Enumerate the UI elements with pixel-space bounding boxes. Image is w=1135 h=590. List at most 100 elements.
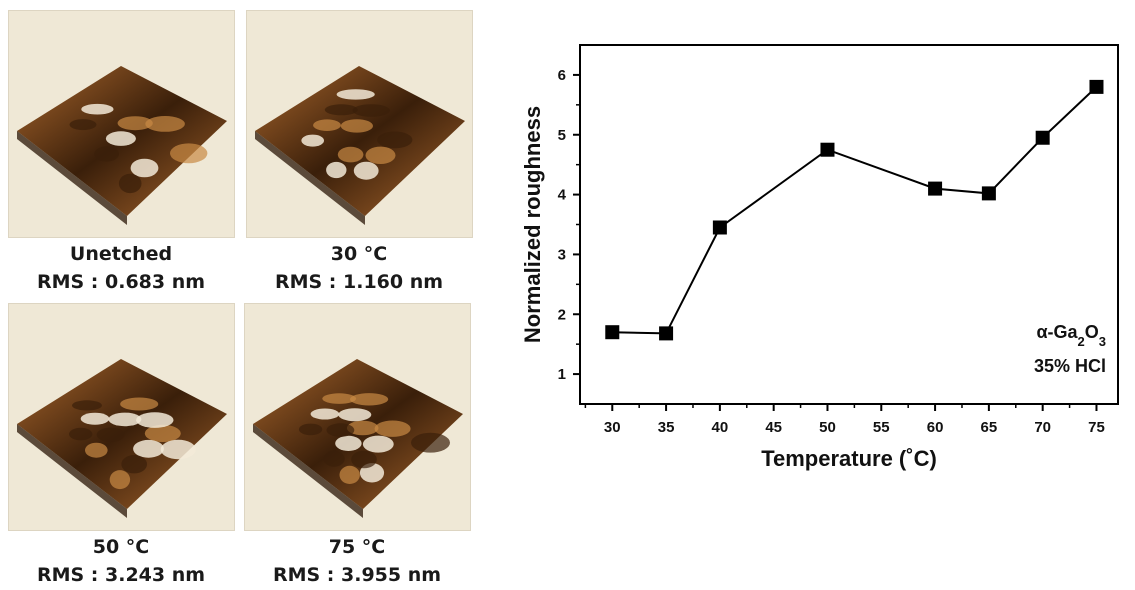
afm-surface-feature — [117, 116, 153, 131]
afm-surface-feature — [301, 134, 324, 147]
afm-surface-feature — [105, 131, 136, 146]
afm-surface-feature — [130, 158, 159, 178]
afm-surface-feature — [326, 161, 347, 179]
afm-surface-feature — [310, 408, 340, 420]
afm-label: 50 °C — [92, 536, 150, 558]
afm-surface-feature — [339, 465, 360, 484]
afm-surface-feature — [362, 435, 394, 453]
y-tick-label: 1 — [558, 366, 566, 383]
x-tick-label: 55 — [873, 419, 890, 436]
material-label: α-Ga2O3 — [1036, 322, 1106, 349]
afm-surface-edge — [253, 424, 363, 518]
afm-surface-feature — [136, 412, 174, 428]
afm-surface-feature — [96, 427, 125, 442]
afm-surface-feature — [346, 420, 379, 436]
afm-rms: RMS : 3.243 nm — [36, 564, 206, 586]
afm-surface-feature — [118, 173, 142, 194]
afm-surface-feature — [323, 450, 345, 467]
y-axis-title: Normalized roughness — [520, 106, 545, 343]
afm-caption-30c: 30 °C RMS : 1.160 nm — [244, 240, 474, 296]
afm-surface-edge — [17, 424, 127, 518]
afm-surface-feature — [336, 89, 375, 100]
afm-surface-feature — [120, 397, 159, 411]
afm-caption-unetched: Unetched RMS : 0.683 nm — [6, 240, 236, 296]
chart-axes — [573, 44, 1119, 411]
data-point — [1089, 79, 1104, 94]
x-tick-label: 60 — [927, 419, 944, 436]
afm-surface-feature — [69, 427, 93, 441]
data-point — [928, 181, 943, 196]
x-tick-label: 70 — [1034, 419, 1051, 436]
data-point — [659, 326, 674, 341]
afm-surface-feature — [170, 143, 208, 164]
afm-surface-edge — [17, 131, 127, 225]
y-tick-label: 6 — [558, 67, 566, 84]
afm-rms: RMS : 0.683 nm — [36, 271, 206, 293]
afm-surface-feature — [365, 146, 396, 164]
afm-surface-feature — [353, 161, 379, 180]
chart-series — [605, 79, 1104, 341]
afm-image-unetched — [8, 10, 235, 238]
y-tick-label: 5 — [558, 127, 566, 144]
afm-surface-plot — [253, 359, 463, 518]
y-tick-label: 3 — [558, 246, 566, 263]
afm-surface-feature — [81, 103, 114, 115]
y-tick-label: 4 — [558, 187, 567, 204]
afm-surface-feature — [85, 442, 108, 458]
afm-surface-feature — [160, 439, 196, 460]
afm-label: 75 °C — [328, 536, 386, 558]
afm-surface — [255, 66, 465, 216]
afm-surface-feature — [109, 470, 131, 490]
x-tick-label: 45 — [765, 419, 782, 436]
afm-surface-feature — [69, 119, 97, 131]
afm-image-75c — [244, 303, 471, 531]
afm-surface-feature — [324, 104, 358, 116]
afm-surface-feature — [340, 119, 373, 133]
afm-surface-feature — [411, 432, 450, 453]
afm-surface-feature — [337, 146, 364, 163]
afm-surface-feature — [374, 420, 411, 437]
x-tick-label: 50 — [819, 419, 836, 436]
y-tick-label: 2 — [558, 306, 566, 323]
afm-surface-feature — [338, 408, 372, 422]
afm-surface-plot — [17, 66, 227, 225]
afm-surface-feature — [108, 412, 142, 427]
acid-label: 35% HCl — [1034, 356, 1106, 376]
afm-surface-plot — [255, 66, 465, 225]
afm-image-50c — [8, 303, 235, 531]
afm-surface-feature — [121, 455, 147, 474]
data-point — [712, 220, 727, 235]
afm-surface-feature — [94, 146, 119, 162]
afm-surface-feature — [322, 393, 357, 404]
afm-rms: RMS : 1.160 nm — [274, 271, 444, 293]
x-tick-label: 75 — [1088, 419, 1105, 436]
afm-caption-75c: 75 °C RMS : 3.955 nm — [242, 533, 472, 589]
x-tick-label: 40 — [712, 419, 729, 436]
afm-surface-feature — [133, 439, 164, 458]
x-axis-title: Temperature (˚C) — [761, 446, 937, 471]
afm-label: Unetched — [69, 243, 173, 265]
afm-caption-50c: 50 °C RMS : 3.243 nm — [6, 533, 236, 589]
afm-surface-feature — [144, 424, 181, 442]
afm-surface-feature — [377, 131, 413, 149]
plot-frame — [579, 44, 1119, 405]
afm-surface-feature — [145, 116, 185, 132]
afm-surface-feature — [326, 423, 355, 437]
afm-surface-feature — [350, 393, 389, 406]
afm-surface-feature — [80, 412, 110, 425]
afm-surface-feature — [352, 104, 390, 117]
data-point — [981, 186, 996, 201]
afm-image-30c — [246, 10, 473, 238]
afm-surface-feature — [313, 119, 341, 131]
afm-rms: RMS : 3.955 nm — [272, 564, 442, 586]
afm-surface-feature — [298, 423, 323, 436]
x-tick-label: 30 — [604, 419, 621, 436]
afm-surface-feature — [351, 450, 377, 469]
afm-surface-edge — [255, 131, 365, 225]
data-point — [820, 142, 835, 157]
data-point — [1035, 130, 1050, 145]
x-tick-label: 65 — [981, 419, 998, 436]
afm-surface-feature — [335, 435, 362, 451]
